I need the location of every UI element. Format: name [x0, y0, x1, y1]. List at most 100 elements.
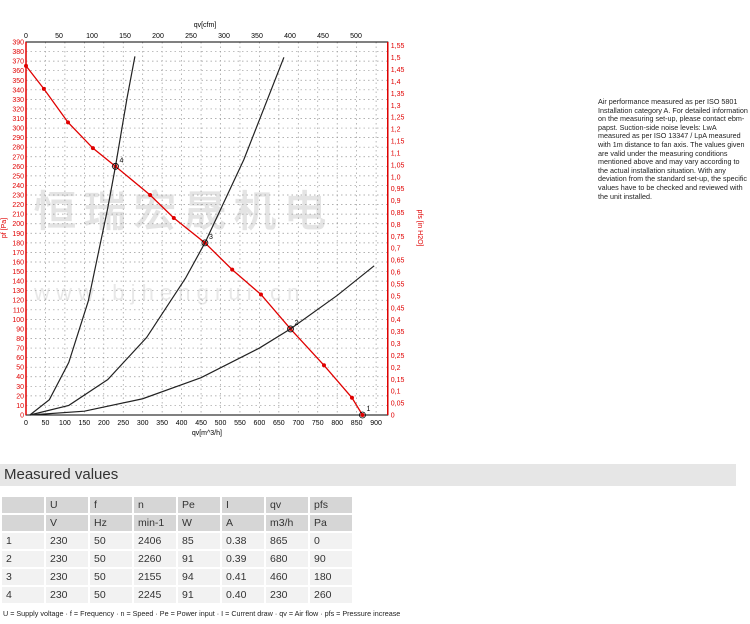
- y-tick-label: 290: [12, 135, 24, 142]
- y-tick-label: 160: [12, 259, 24, 266]
- table-cell: 0: [310, 533, 352, 549]
- x-tick-label: 550: [234, 420, 246, 427]
- x2-tick-label: 300: [218, 33, 230, 40]
- table-cell: 91: [178, 551, 220, 567]
- y2-tick-label: 0,85: [391, 210, 405, 217]
- measured-values-heading: Measured values: [0, 464, 736, 486]
- x-tick-label: 400: [176, 420, 188, 427]
- y2-tick-label: 0,25: [391, 353, 405, 360]
- table-cell: [2, 497, 44, 513]
- y-tick-label: 350: [12, 78, 24, 85]
- watermark-url: w w w . b j h e n g r u i . c n: [33, 280, 299, 305]
- table-cell: Hz: [90, 515, 132, 531]
- x-tick-label: 50: [42, 420, 50, 427]
- y-tick-label: 40: [16, 374, 24, 381]
- fan-curve-marker: [360, 413, 365, 417]
- table-cell: 0.38: [222, 533, 264, 549]
- operating-point-2: [287, 325, 294, 333]
- y-tick-label: 330: [12, 97, 24, 104]
- table-cell: 2: [2, 551, 44, 567]
- y2-tick-label: 0,2: [391, 365, 401, 372]
- fan-curve-marker: [24, 63, 28, 68]
- y2-tick-label: 0,65: [391, 258, 405, 265]
- y2-tick-label: 1,25: [391, 115, 405, 122]
- x-tick-label: 200: [98, 420, 110, 427]
- y2-tick-label: 1,1: [391, 150, 401, 157]
- table-cell: 230: [46, 551, 88, 567]
- y-tick-label: 300: [12, 126, 24, 133]
- table-cell: V: [46, 515, 88, 531]
- table-cell: 50: [90, 569, 132, 585]
- y2-tick-label: 1,3: [391, 103, 401, 110]
- y-tick-label: 380: [12, 49, 24, 56]
- x2-tick-label: 100: [86, 33, 98, 40]
- table-cell: 2260: [134, 551, 176, 567]
- y-tick-label: 210: [12, 212, 24, 219]
- x-tick-label: 650: [273, 420, 285, 427]
- table-cell: [2, 515, 44, 531]
- y2-axis-label: pfs [in H2O]: [416, 210, 423, 247]
- x-tick-label: 600: [254, 420, 266, 427]
- y2-tick-label: 0,3: [391, 341, 401, 348]
- y-tick-label: 80: [16, 336, 24, 343]
- y2-tick-label: 0,6: [391, 270, 401, 277]
- y2-tick-label: 1,5: [391, 55, 401, 62]
- y-tick-label: 200: [12, 221, 24, 228]
- x-tick-label: 450: [195, 420, 207, 427]
- y2-tick-label: 0,05: [391, 401, 405, 408]
- table-cell: A: [222, 515, 264, 531]
- table-cell: 94: [178, 569, 220, 585]
- table-cell: 85: [178, 533, 220, 549]
- y-tick-label: 220: [12, 202, 24, 209]
- y2-tick-label: 0,55: [391, 281, 405, 288]
- y2-tick-label: 1,55: [391, 43, 405, 50]
- x2-tick-label: 350: [251, 33, 263, 40]
- y-tick-label: 320: [12, 106, 24, 113]
- y2-tick-label: 1,2: [391, 127, 401, 134]
- x2-tick-label: 450: [317, 33, 329, 40]
- y2-tick-label: 0,45: [391, 305, 405, 312]
- x-tick-label: 250: [117, 420, 129, 427]
- table-cell: 50: [90, 587, 132, 603]
- operating-point-label: 1: [366, 406, 370, 413]
- y-tick-label: 20: [16, 393, 24, 400]
- operating-point-3: [201, 239, 209, 247]
- fan-curve-marker: [66, 120, 71, 125]
- y2-tick-label: 0,7: [391, 246, 401, 253]
- system-curve-3: [29, 57, 285, 416]
- table-cell: 50: [90, 551, 132, 567]
- watermark-text: 恒瑞宏晟机电: [34, 188, 334, 235]
- x2-tick-label: 150: [119, 33, 131, 40]
- y2-tick-label: 0,35: [391, 329, 405, 336]
- x-tick-label: 700: [292, 420, 304, 427]
- table-cell: 90: [310, 551, 352, 567]
- table-cell: pfs: [310, 497, 352, 513]
- y-tick-label: 120: [12, 298, 24, 305]
- y2-tick-label: 1,45: [391, 67, 405, 74]
- table-cell: 865: [266, 533, 308, 549]
- y-tick-label: 230: [12, 193, 24, 200]
- table-cell: n: [134, 497, 176, 513]
- x2-axis-label: qv[cfm]: [194, 22, 217, 29]
- table-cell: 230: [266, 587, 308, 603]
- operating-point-label: 2: [295, 320, 299, 327]
- fan-curve-marker: [90, 146, 95, 151]
- y-tick-label: 190: [12, 231, 24, 238]
- y-tick-label: 390: [12, 40, 24, 47]
- y-tick-label: 110: [13, 307, 24, 314]
- table-cell: W: [178, 515, 220, 531]
- table-cell: 260: [310, 587, 352, 603]
- x-tick-label: 350: [156, 420, 168, 427]
- y-tick-label: 280: [12, 145, 24, 152]
- y-tick-label: 310: [12, 116, 24, 123]
- table-row: 1 230 50 2406 85 0.38 865 0: [2, 533, 352, 549]
- table-cell: 0.40: [222, 587, 264, 603]
- measurement-note: Air performance measured as per ISO 5801…: [598, 97, 748, 201]
- table-cell: I: [222, 497, 264, 513]
- y-tick-label: 180: [12, 240, 24, 247]
- fan-curve-marker: [41, 86, 46, 91]
- table-legend: U = Supply voltage · f = Frequency · n =…: [3, 609, 401, 618]
